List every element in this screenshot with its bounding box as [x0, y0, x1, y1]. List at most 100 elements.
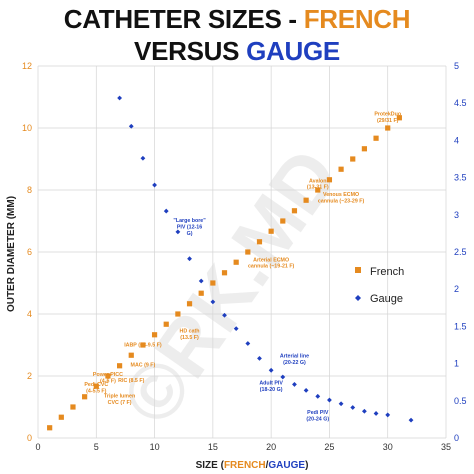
legend-french-marker	[355, 267, 361, 273]
french-point	[233, 259, 239, 265]
annotation-label: Triple lumen CVC (7 F)	[104, 394, 135, 406]
french-point	[82, 394, 88, 400]
french-point	[186, 301, 193, 307]
french-point	[350, 156, 356, 162]
french-point	[210, 280, 216, 286]
annotation-line: cannula (~19-21 F)	[248, 264, 295, 270]
french-point	[373, 135, 379, 141]
gauge-point	[338, 401, 344, 407]
gauge-point	[350, 405, 356, 410]
french-point	[198, 290, 204, 296]
x-axis-label-suffix: )	[305, 460, 308, 471]
gauge-point	[198, 278, 204, 284]
gauge-point	[187, 256, 192, 262]
annotation-line: (13.5 F)	[180, 335, 199, 341]
grid-lines	[37, 65, 447, 439]
annotation-line: (29/31 F)	[377, 118, 399, 124]
annotation-label: "Large bore" PIV (12-16 G)	[173, 218, 206, 237]
gauge-point	[280, 374, 286, 380]
annotation-line: IABP (~8-9.5 F)	[124, 343, 162, 349]
y-right-tick-label: 1.5	[454, 321, 467, 331]
annotation-line: Power PICC	[93, 372, 123, 378]
annotation-line: MAC (9 F)	[131, 363, 156, 369]
annotation-line: Pedi CVC	[84, 382, 108, 388]
annotation-label: RIC (8.5 F)	[118, 378, 144, 384]
annotation-label: Arterial ECMO cannula (~19-21 F)	[248, 257, 295, 269]
annotation-line: Adult PIV	[259, 380, 283, 386]
french-point	[140, 342, 146, 348]
y-right-tick-label: 3.5	[454, 173, 467, 183]
y-right-tick-label: 0.5	[454, 396, 467, 406]
gauge-point	[303, 387, 309, 393]
french-point	[291, 208, 298, 214]
annotation-line: Pedi PIV	[307, 410, 329, 416]
annotation-label: Venous ECMO cannula (~23-29 F)	[318, 192, 365, 204]
annotation-line: (20-22 G)	[283, 360, 306, 366]
y-left-tick-label: 2	[27, 371, 32, 381]
annotation-line: HD cath	[180, 329, 200, 335]
x-axis-label: SIZE (FRENCH/GAUGE)	[196, 460, 309, 471]
x-axis-label-sep: /	[266, 460, 269, 471]
legend: French Gauge	[355, 266, 404, 305]
x-axis-label-french: FRENCH	[224, 460, 266, 471]
french-point	[93, 383, 99, 389]
annotation-line: Avalon	[309, 178, 326, 184]
data-marks	[47, 95, 414, 431]
annotation-line: "Large bore"	[173, 218, 206, 224]
french-point	[268, 228, 274, 234]
y-left-tick-label: 6	[27, 247, 32, 257]
gauge-point	[373, 411, 379, 416]
french-point	[175, 311, 181, 317]
chart-title-line-1: CATHETER SIZES - FRENCH	[0, 4, 474, 34]
annotation-label: Power PICC (4-6 F)	[93, 372, 123, 384]
annotation-label: HD cath (13.5 F)	[180, 329, 200, 341]
y-left-tick-label: 12	[22, 61, 32, 71]
x-axis-label-gauge: GAUGE	[268, 460, 305, 471]
annotation-label: Avalon (13-31 F)	[307, 178, 329, 190]
french-point	[303, 197, 309, 203]
gauge-point	[257, 355, 262, 361]
title-gauge-highlight: GAUGE	[246, 36, 340, 66]
chart-title-line-2: VERSUS GAUGE	[0, 36, 474, 66]
annotation-line: RIC (8.5 F)	[118, 378, 144, 384]
x-tick-label: 5	[94, 442, 99, 452]
french-point	[315, 187, 321, 193]
french-point	[396, 115, 402, 121]
gauge-point	[362, 408, 367, 414]
french-point	[70, 404, 76, 410]
gauge-point	[233, 326, 239, 332]
annotation-line: (20-24 G)	[306, 417, 329, 423]
gauge-point	[408, 417, 414, 423]
x-tick-label: 30	[383, 442, 393, 452]
annotation-label: Pedi CVC (4-5.5 F)	[84, 382, 108, 394]
title-text: VERSUS	[134, 36, 247, 66]
annotation-line: (4-5.5 F)	[86, 389, 107, 395]
french-point	[338, 166, 344, 172]
french-point	[361, 146, 367, 152]
annotation-line: (13-31 F)	[307, 185, 329, 191]
annotation-line: Triple lumen	[104, 394, 135, 400]
annotation-line: Arterial line	[280, 354, 309, 360]
annotation-line: Venous ECMO	[323, 192, 359, 198]
french-point	[58, 414, 64, 420]
annotation-line: ProtekDuo	[374, 112, 402, 118]
gauge-point	[117, 95, 122, 101]
annotation-label: IABP (~8-9.5 F)	[124, 343, 162, 349]
y-right-tick-label: 2.5	[454, 247, 467, 257]
annotation-line: Arterial ECMO	[253, 257, 289, 263]
axis-ticks: 0 5 10 15 20 25 30 3502468101200.511.522.533.54…	[22, 61, 467, 452]
french-point	[221, 270, 228, 276]
gauge-point	[327, 397, 332, 403]
french-point	[256, 239, 263, 245]
gauge-point	[315, 393, 321, 399]
gauge-point	[152, 182, 157, 188]
legend-gauge-label: Gauge	[370, 293, 403, 305]
y-right-tick-label: 1	[454, 359, 459, 369]
x-tick-label: 25	[324, 442, 334, 452]
annotation-line: PIV (12-16	[177, 225, 202, 231]
y-right-tick-label: 5	[454, 61, 459, 71]
y-axis-label: OUTER DIAMETER (MM)	[6, 196, 17, 312]
french-point	[385, 125, 391, 131]
legend-french-label: French	[370, 266, 404, 278]
